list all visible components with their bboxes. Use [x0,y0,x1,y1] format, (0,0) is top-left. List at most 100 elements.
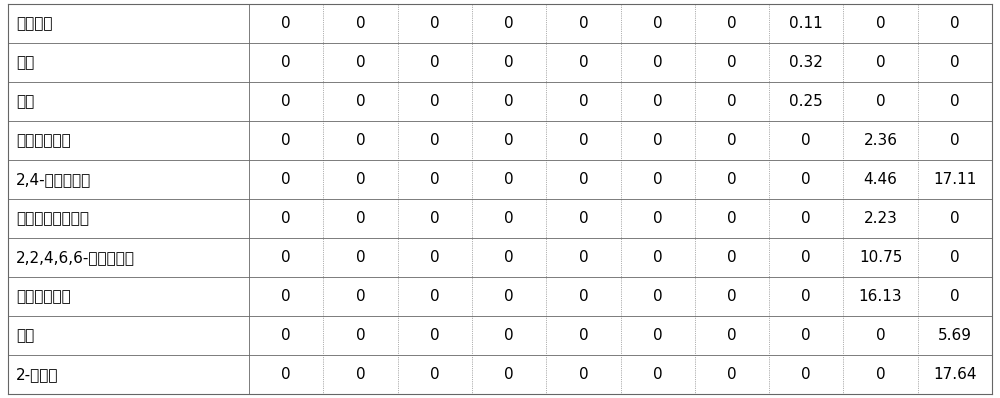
Text: 二烯丙基二硫: 二烯丙基二硫 [16,289,71,304]
Text: 癸醉: 癸醉 [16,94,34,109]
Text: 0: 0 [727,250,737,265]
Text: 0: 0 [504,133,514,148]
Text: 0: 0 [430,94,440,109]
Text: 0: 0 [801,211,811,226]
Text: 0.11: 0.11 [789,16,823,31]
Text: 0: 0 [281,55,291,70]
Text: 0: 0 [950,250,960,265]
Text: 0: 0 [281,172,291,187]
Text: 0: 0 [727,55,737,70]
Text: 0: 0 [356,211,365,226]
Text: 0: 0 [653,133,662,148]
Text: 17.64: 17.64 [933,367,977,382]
Text: 2-己烯醉: 2-己烯醉 [16,367,58,382]
Text: 0: 0 [504,328,514,343]
Text: 0: 0 [950,94,960,109]
Text: 0: 0 [653,94,662,109]
Text: 0: 0 [356,328,365,343]
Text: 0: 0 [801,250,811,265]
Text: 0: 0 [653,367,662,382]
Text: 己醉: 己醉 [16,328,34,343]
Text: 0: 0 [356,55,365,70]
Text: 0: 0 [356,16,365,31]
Text: 0: 0 [950,289,960,304]
Text: 0: 0 [430,172,440,187]
Text: 0: 0 [876,328,885,343]
Text: 0: 0 [727,133,737,148]
Text: 0: 0 [504,172,514,187]
Text: 0: 0 [356,289,365,304]
Text: 0: 0 [801,133,811,148]
Text: 0: 0 [876,367,885,382]
Text: 0: 0 [281,211,291,226]
Text: 烯丙基甲基二硫醚: 烯丙基甲基二硫醚 [16,211,89,226]
Text: 0: 0 [356,133,365,148]
Text: 10.75: 10.75 [859,250,902,265]
Text: 0: 0 [281,133,291,148]
Text: 0: 0 [950,16,960,31]
Text: 百里香酝: 百里香酝 [16,16,52,31]
Text: 0: 0 [579,172,588,187]
Text: 0: 0 [727,289,737,304]
Text: 0: 0 [504,289,514,304]
Text: 0: 0 [653,172,662,187]
Text: 0: 0 [727,367,737,382]
Text: 0: 0 [579,289,588,304]
Text: 0: 0 [579,211,588,226]
Text: 0: 0 [801,328,811,343]
Text: 0: 0 [727,328,737,343]
Text: 0: 0 [356,250,365,265]
Text: 0: 0 [727,211,737,226]
Text: 0: 0 [727,16,737,31]
Text: 0: 0 [579,133,588,148]
Text: 0: 0 [281,328,291,343]
Text: 0: 0 [801,289,811,304]
Text: 0: 0 [281,16,291,31]
Text: 5.69: 5.69 [938,328,972,343]
Text: 0: 0 [653,211,662,226]
Text: 0: 0 [876,16,885,31]
Text: 0: 0 [653,55,662,70]
Text: 17.11: 17.11 [933,172,977,187]
Text: 0: 0 [356,367,365,382]
Text: 0: 0 [504,367,514,382]
Text: 0: 0 [727,172,737,187]
Text: 二烯丙基硫醚: 二烯丙基硫醚 [16,133,71,148]
Text: 0: 0 [504,250,514,265]
Text: 0: 0 [950,211,960,226]
Text: 0: 0 [801,172,811,187]
Text: 0: 0 [653,328,662,343]
Text: 0: 0 [430,16,440,31]
Text: 0: 0 [801,367,811,382]
Text: 0: 0 [281,94,291,109]
Text: 0: 0 [504,16,514,31]
Text: 0: 0 [356,94,365,109]
Text: 0: 0 [430,289,440,304]
Text: 0: 0 [430,250,440,265]
Text: 0.32: 0.32 [789,55,823,70]
Text: 0: 0 [950,133,960,148]
Text: 0: 0 [579,55,588,70]
Text: 16.13: 16.13 [859,289,902,304]
Text: 0: 0 [281,250,291,265]
Text: 0: 0 [727,94,737,109]
Text: 0: 0 [579,367,588,382]
Text: 0: 0 [281,367,291,382]
Text: 2.36: 2.36 [864,133,898,148]
Text: 0: 0 [876,55,885,70]
Text: 0: 0 [504,94,514,109]
Text: 0: 0 [281,289,291,304]
Text: 2.23: 2.23 [864,211,897,226]
Text: 0: 0 [356,172,365,187]
Text: 0.25: 0.25 [789,94,823,109]
Text: 0: 0 [430,133,440,148]
Text: 0: 0 [950,55,960,70]
Text: 0: 0 [504,55,514,70]
Text: 0: 0 [504,211,514,226]
Text: 0: 0 [579,250,588,265]
Text: 0: 0 [579,94,588,109]
Text: 0: 0 [430,211,440,226]
Text: 0: 0 [653,250,662,265]
Text: 0: 0 [579,328,588,343]
Text: 2,2,4,6,6-五甲基庚烷: 2,2,4,6,6-五甲基庚烷 [16,250,135,265]
